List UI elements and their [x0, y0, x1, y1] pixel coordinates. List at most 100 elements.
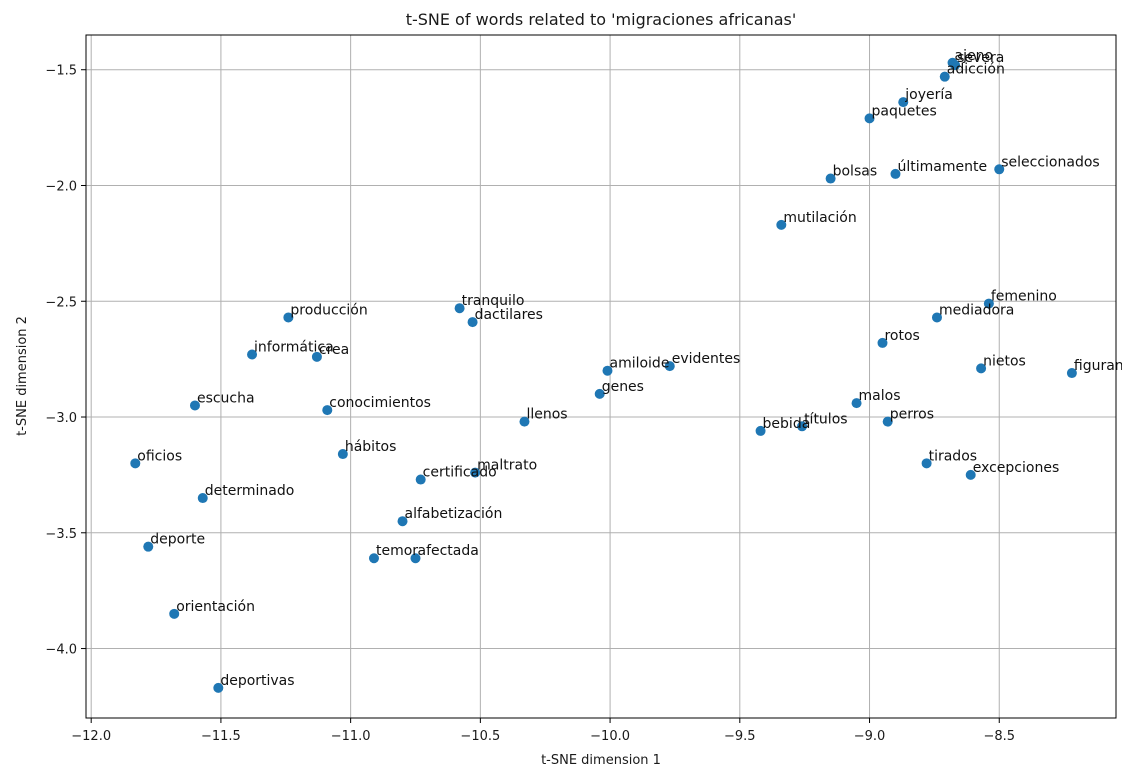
point-label: llenos: [526, 407, 567, 423]
point-label: genes: [602, 379, 644, 395]
data-point: [965, 469, 976, 480]
point-label: dactilares: [475, 307, 543, 323]
point-label: nietos: [983, 353, 1026, 369]
data-point: [189, 400, 200, 411]
data-point: [797, 421, 808, 432]
y-tick-label: −4.0: [45, 643, 77, 658]
chart-title: t-SNE of words related to 'migraciones a…: [406, 10, 797, 29]
data-point: [851, 398, 862, 409]
point-label: tirados: [929, 448, 977, 464]
x-tick-label: −12.0: [71, 729, 111, 744]
y-tick-label: −2.5: [45, 295, 77, 310]
data-point: [519, 416, 530, 427]
point-label: maltrato: [477, 458, 537, 474]
point-label: orientación: [176, 599, 255, 615]
x-axis-ticks: −12.0 −11.5 −11.0 −10.5 −10.0 −9.5 −9.0 −8.5: [71, 718, 1015, 744]
point-label: oficios: [137, 448, 182, 464]
point-label: hábitos: [345, 439, 397, 455]
point-label: malos: [859, 388, 901, 404]
point-label: evidentes: [672, 351, 741, 367]
point-label: severa: [957, 50, 1004, 66]
point-label: crea: [319, 342, 349, 358]
data-point: [890, 168, 901, 179]
point-label: tranquilo: [462, 293, 525, 309]
data-point: [1066, 368, 1077, 379]
data-point: [247, 349, 258, 360]
data-point: [213, 682, 224, 693]
point-label: bebida: [763, 416, 811, 432]
data-points: [130, 57, 1077, 693]
data-point: [470, 467, 481, 478]
point-label: ajeno: [955, 48, 994, 64]
point-label: femenino: [991, 289, 1057, 305]
y-tick-label: −1.5: [45, 64, 77, 79]
point-label: figuran: [1074, 358, 1122, 374]
y-axis-ticks: −4.0 −3.5 −3.0 −2.5 −2.0 −1.5: [45, 64, 86, 658]
x-tick-label: −9.0: [854, 729, 886, 744]
point-label: adicción: [947, 62, 1005, 78]
data-point: [397, 516, 408, 527]
data-point: [950, 60, 961, 71]
point-label: amiloide: [609, 356, 669, 372]
point-label: determinado: [205, 483, 295, 499]
point-label: deportivas: [220, 673, 294, 689]
point-label: perros: [890, 407, 934, 423]
point-label: seleccionados: [1001, 154, 1099, 170]
data-point: [983, 298, 994, 309]
point-label: escucha: [197, 390, 255, 406]
data-point: [939, 71, 950, 82]
grid: [86, 35, 1116, 718]
data-point: [931, 312, 942, 323]
x-axis-title: t-SNE dimension 1: [541, 753, 661, 767]
data-point: [898, 97, 909, 108]
data-point: [882, 416, 893, 427]
data-point: [994, 164, 1005, 175]
data-point: [283, 312, 294, 323]
point-label: rotos: [884, 328, 919, 344]
data-point: [454, 303, 465, 314]
data-point: [368, 553, 379, 564]
data-point: [825, 173, 836, 184]
x-tick-label: −10.5: [460, 729, 500, 744]
y-tick-label: −2.0: [45, 179, 77, 194]
data-point: [169, 608, 180, 619]
x-tick-label: −11.5: [201, 729, 241, 744]
point-label: joyería: [904, 87, 953, 103]
data-point: [311, 351, 322, 362]
point-label: deporte: [150, 532, 205, 548]
data-point: [143, 541, 154, 552]
data-point: [130, 458, 141, 469]
point-label: temor: [376, 543, 418, 559]
data-point: [877, 337, 888, 348]
point-label: certificado: [423, 465, 497, 481]
y-tick-label: −3.5: [45, 527, 77, 542]
data-point: [337, 449, 348, 460]
point-label: excepciones: [973, 460, 1060, 476]
point-label: producción: [290, 302, 367, 318]
point-label: últimamente: [897, 159, 987, 175]
data-point: [197, 493, 208, 504]
x-tick-label: −11.0: [331, 729, 371, 744]
point-label: afectada: [417, 543, 478, 559]
y-tick-label: −3.0: [45, 411, 77, 426]
point-label: mediadora: [939, 302, 1014, 318]
data-point: [664, 361, 675, 372]
data-point: [864, 113, 875, 124]
x-tick-label: −10.0: [590, 729, 630, 744]
data-point: [594, 388, 605, 399]
point-label: alfabetización: [405, 506, 503, 522]
data-point: [415, 474, 426, 485]
data-point: [776, 219, 787, 230]
data-point: [976, 363, 987, 374]
data-point: [921, 458, 932, 469]
data-point: [322, 405, 333, 416]
data-point: [467, 317, 478, 328]
point-label: informática: [254, 340, 334, 356]
point-label: mutilación: [783, 210, 856, 226]
x-tick-label: −8.5: [983, 729, 1015, 744]
data-point: [602, 365, 613, 376]
y-axis-title: t-SNE dimension 2: [15, 316, 30, 436]
x-tick-label: −9.5: [724, 729, 756, 744]
